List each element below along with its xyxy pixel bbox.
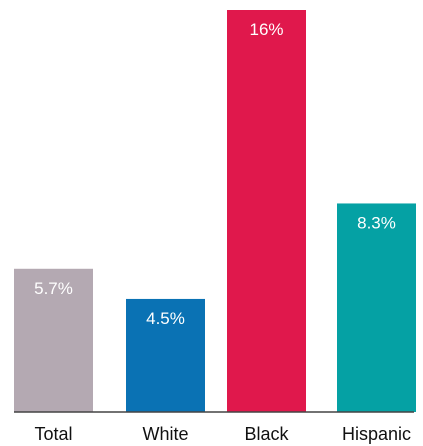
bars-group [14, 10, 416, 412]
data-label-total: 5.7% [34, 279, 73, 298]
data-label-white: 4.5% [146, 309, 185, 328]
bar-black [227, 10, 306, 412]
bar-hispanic [337, 203, 416, 412]
category-labels-group: Total White Black Hispanic [34, 424, 411, 444]
category-label-black: Black [244, 424, 289, 444]
bar-white [126, 298, 205, 412]
data-label-black: 16% [249, 20, 283, 39]
category-label-total: Total [34, 424, 72, 444]
category-label-white: White [142, 424, 188, 444]
data-label-hispanic: 8.3% [357, 213, 396, 232]
bar-labels-group: 5.7% 4.5% 16% 8.3% [34, 20, 396, 328]
bar-total [14, 268, 93, 412]
category-label-hispanic: Hispanic [342, 424, 411, 444]
